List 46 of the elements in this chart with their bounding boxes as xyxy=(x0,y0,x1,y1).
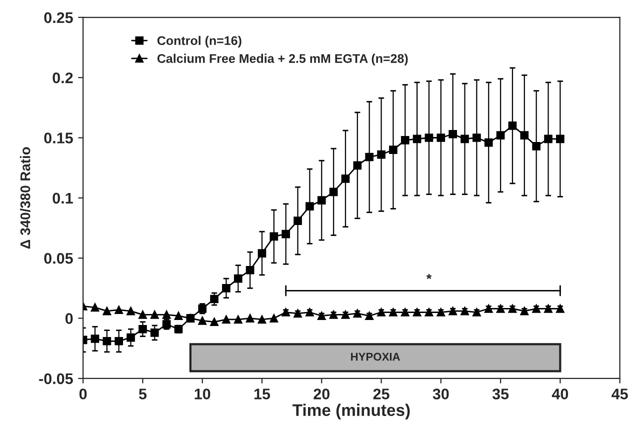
annotation: * xyxy=(426,274,432,280)
x-axis-title: Time (minutes) xyxy=(292,404,410,420)
point xyxy=(150,310,159,319)
x-tick-label: 10 xyxy=(194,388,210,400)
point xyxy=(234,315,242,324)
point xyxy=(114,306,124,314)
y-tick-label: 0.2 xyxy=(52,72,73,84)
x-tick-label: 40 xyxy=(552,388,568,400)
point xyxy=(222,315,230,324)
point xyxy=(246,314,254,322)
point xyxy=(210,318,218,326)
point xyxy=(114,336,124,346)
point xyxy=(448,130,458,138)
legend-label: Calcium Free Media + 2.5 mM EGTA (n=28) xyxy=(157,54,408,66)
point xyxy=(90,303,100,312)
x-tick-label: 5 xyxy=(138,388,147,400)
point xyxy=(126,306,135,316)
y-tick-label: 0.25 xyxy=(44,12,73,24)
point xyxy=(270,314,278,322)
point xyxy=(436,134,446,142)
x-tick-label: 0 xyxy=(79,388,87,400)
y-axis-title: Δ 340/380 Ratio xyxy=(20,147,30,249)
y-tick-label: 0.1 xyxy=(52,192,73,204)
legend-label: Control (n=16) xyxy=(157,36,242,48)
point xyxy=(138,310,147,319)
x-tick-label: 45 xyxy=(612,388,628,400)
x-tick-label: 20 xyxy=(314,388,330,400)
y-tick-label: -0.05 xyxy=(39,373,73,384)
y-tick-label: 0.15 xyxy=(44,132,73,144)
x-tick-label: 25 xyxy=(373,388,390,400)
point xyxy=(472,134,481,142)
point xyxy=(400,136,410,144)
y-tick-label: 0.05 xyxy=(44,252,73,264)
band-label: HYPOXIA xyxy=(351,352,400,361)
y-tick-label: 0 xyxy=(65,313,73,324)
point xyxy=(102,306,112,316)
point xyxy=(532,142,540,150)
x-tick-label: 35 xyxy=(492,388,509,400)
point xyxy=(258,315,266,324)
point xyxy=(198,316,207,325)
point xyxy=(150,328,159,337)
x-tick-label: 30 xyxy=(432,388,449,400)
x-tick-label: 15 xyxy=(254,388,270,400)
point xyxy=(520,131,529,140)
point xyxy=(174,312,183,320)
point xyxy=(317,196,326,204)
